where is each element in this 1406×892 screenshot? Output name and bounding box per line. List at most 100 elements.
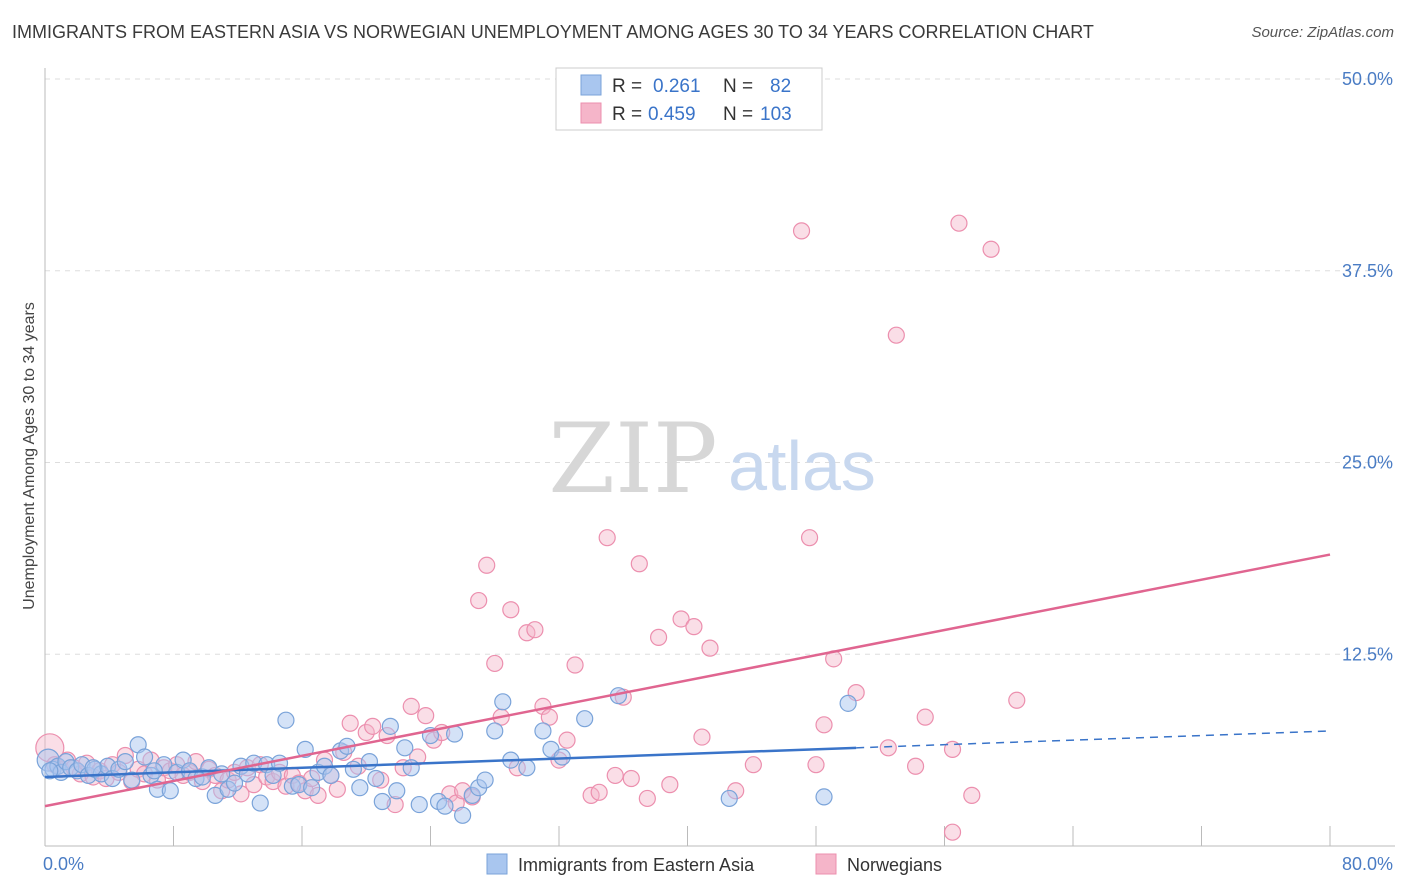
- stats-r-value-blue: 0.261: [653, 76, 701, 97]
- stats-r-value-pink: 0.459: [648, 104, 696, 125]
- norwegians-point: [649, 628, 668, 646]
- stats-n-value-blue: 82: [770, 76, 791, 97]
- norwegians-point: [328, 780, 346, 798]
- stats-swatch-pink: [580, 102, 602, 124]
- eastern-asia-point: [373, 792, 391, 811]
- stats-swatch-blue: [580, 74, 602, 96]
- eastern-asia-point: [351, 779, 369, 797]
- norwegians-point: [950, 214, 968, 232]
- eastern-asia-point: [839, 694, 857, 712]
- eastern-asia-point: [135, 748, 154, 766]
- norwegians-point: [566, 656, 584, 674]
- norwegians-point: [502, 601, 520, 619]
- norwegians-point: [364, 717, 382, 735]
- eastern-asia-point: [388, 782, 406, 800]
- eastern-asia-point: [41, 762, 59, 780]
- eastern-asia-point: [225, 774, 244, 792]
- eastern-asia-point: [486, 722, 504, 740]
- eastern-asia-point: [84, 759, 102, 777]
- y-tick-labels: 12.5% 25.0% 37.5% 50.0%: [1342, 69, 1393, 664]
- norwegians-point: [558, 731, 576, 749]
- eastern-asia-point: [344, 760, 362, 778]
- norwegians-trend-line: [44, 553, 1331, 808]
- series-legend: Immigrants from Eastern Asia Norwegians: [486, 853, 942, 875]
- stats-n-value-pink: 103: [760, 104, 792, 125]
- norwegians-point: [879, 739, 897, 757]
- norwegians-point: [807, 756, 825, 774]
- y-tick-label: 25.0%: [1342, 453, 1393, 473]
- stats-r-label-blue: R =: [612, 76, 642, 97]
- eastern-asia-point: [494, 693, 512, 711]
- norwegians-point: [963, 786, 981, 804]
- watermark-atlas: atlas: [728, 427, 876, 505]
- x-tick-labels: 0.0% 80.0%: [43, 854, 1393, 874]
- norwegians-point: [526, 621, 544, 639]
- eastern-asia-point: [454, 806, 472, 824]
- norwegians-point: [486, 654, 504, 673]
- norwegians-point: [693, 728, 711, 746]
- x-tick-label-start: 0.0%: [43, 854, 84, 874]
- norwegians-point: [1008, 691, 1026, 709]
- eastern-asia-point: [322, 766, 340, 785]
- legend-label-norwegians: Norwegians: [847, 855, 942, 875]
- y-tick-label: 50.0%: [1342, 69, 1393, 89]
- eastern-asia-point: [815, 788, 833, 806]
- eastern-asia-point: [518, 759, 536, 777]
- watermark-zip: ZIP: [548, 403, 717, 515]
- eastern-asia-point: [396, 739, 414, 757]
- y-tick-label: 37.5%: [1342, 261, 1393, 281]
- eastern-asia-point: [161, 782, 179, 800]
- norwegians-point: [357, 723, 375, 742]
- eastern-asia-point: [402, 759, 420, 777]
- stats-legend: R = 0.261 N = 82 R = 0.459 N = 103: [555, 67, 823, 131]
- norwegians-point: [622, 769, 640, 788]
- norwegians-point: [943, 823, 962, 841]
- eastern-asia-points: [36, 687, 857, 824]
- eastern-asia-point: [534, 722, 552, 740]
- norwegians-point: [916, 708, 934, 726]
- norwegians-point: [943, 740, 962, 758]
- y-tick-label: 12.5%: [1342, 644, 1393, 664]
- norwegians-point: [701, 639, 719, 657]
- axes: [44, 68, 1395, 847]
- norwegians-point: [800, 529, 819, 547]
- eastern-asia-point: [367, 769, 385, 788]
- norwegians-point: [887, 326, 905, 344]
- norwegians-point: [590, 783, 608, 801]
- eastern-asia-point: [277, 711, 295, 729]
- norwegians-point: [606, 766, 624, 785]
- norwegians-point: [672, 610, 690, 628]
- eastern-asia-point: [445, 725, 464, 743]
- y-axis-label: Unemployment Among Ages 30 to 34 years: [21, 302, 38, 610]
- legend-label-eastern-asia: Immigrants from Eastern Asia: [518, 855, 755, 875]
- norwegians-point: [744, 756, 762, 774]
- norwegians-point: [417, 707, 435, 725]
- eastern-asia-trend-line: [44, 746, 857, 779]
- eastern-asia-point: [116, 753, 134, 771]
- legend-swatch-eastern-asia: [486, 853, 508, 875]
- norwegians-point: [630, 555, 648, 573]
- trend-lines: [44, 553, 1331, 808]
- x-tick-label-end: 80.0%: [1342, 854, 1393, 874]
- eastern-asia-point: [145, 762, 163, 780]
- eastern-asia-point: [381, 717, 399, 735]
- stats-n-label-pink: N =: [723, 104, 753, 125]
- norwegians-point: [341, 714, 359, 732]
- eastern-asia-point: [251, 794, 269, 812]
- eastern-asia-point: [303, 779, 321, 797]
- chart-title: IMMIGRANTS FROM EASTERN ASIA VS NORWEGIA…: [12, 22, 1094, 42]
- norwegians-point: [638, 789, 656, 808]
- eastern-asia-trend-extension: [856, 730, 1331, 749]
- legend-swatch-norwegians: [815, 853, 837, 875]
- norwegians-point: [982, 240, 1000, 258]
- stats-n-label-blue: N =: [723, 76, 753, 97]
- source-label: Source: ZipAtlas.com: [1251, 24, 1394, 41]
- norwegians-point: [478, 556, 496, 574]
- norwegians-point: [685, 618, 703, 636]
- norwegians-point: [792, 222, 811, 240]
- norwegians-point: [906, 757, 925, 775]
- eastern-asia-point: [410, 795, 428, 814]
- norwegians-point: [540, 708, 558, 726]
- eastern-asia-point: [436, 797, 454, 815]
